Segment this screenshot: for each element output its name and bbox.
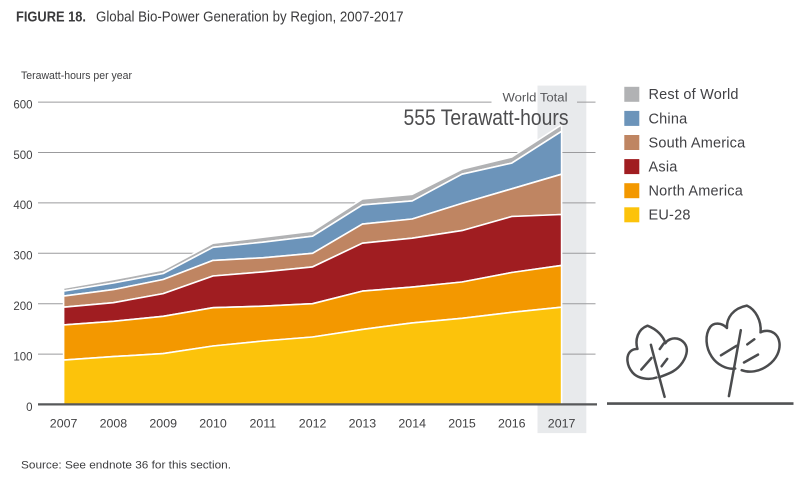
svg-text:400: 400 (13, 200, 32, 212)
svg-text:North America: North America (649, 184, 744, 200)
svg-text:2007: 2007 (50, 417, 78, 431)
svg-text:2017: 2017 (548, 417, 576, 431)
svg-text:FIGURE 18.: FIGURE 18. (16, 9, 86, 26)
svg-text:2012: 2012 (299, 417, 327, 431)
svg-text:200: 200 (13, 301, 32, 313)
svg-text:2009: 2009 (149, 417, 177, 431)
svg-text:2008: 2008 (100, 417, 128, 431)
svg-text:0: 0 (26, 402, 32, 414)
svg-text:South America: South America (649, 135, 747, 151)
svg-text:Source: See endnote 36 for thi: Source: See endnote 36 for this section. (21, 460, 231, 472)
svg-text:EU-28: EU-28 (649, 208, 691, 224)
svg-text:2014: 2014 (398, 417, 426, 431)
svg-text:2010: 2010 (199, 417, 227, 431)
svg-text:Global Bio-Power Generation by: Global Bio-Power Generation by Region, 2… (96, 9, 404, 26)
svg-text:2015: 2015 (448, 417, 476, 431)
svg-text:500: 500 (13, 150, 32, 162)
svg-text:China: China (649, 111, 689, 127)
svg-text:100: 100 (13, 351, 32, 363)
svg-text:2016: 2016 (498, 417, 526, 431)
svg-text:Asia: Asia (649, 160, 679, 176)
svg-text:555 Terawatt-hours: 555 Terawatt-hours (404, 105, 569, 130)
svg-text:600: 600 (13, 99, 32, 111)
svg-text:World Total: World Total (503, 93, 568, 105)
svg-text:Rest of World: Rest of World (649, 87, 739, 103)
svg-text:2011: 2011 (249, 417, 276, 431)
svg-text:Terawatt-hours per year: Terawatt-hours per year (21, 70, 132, 82)
svg-text:2013: 2013 (349, 417, 377, 431)
svg-text:300: 300 (13, 251, 32, 263)
